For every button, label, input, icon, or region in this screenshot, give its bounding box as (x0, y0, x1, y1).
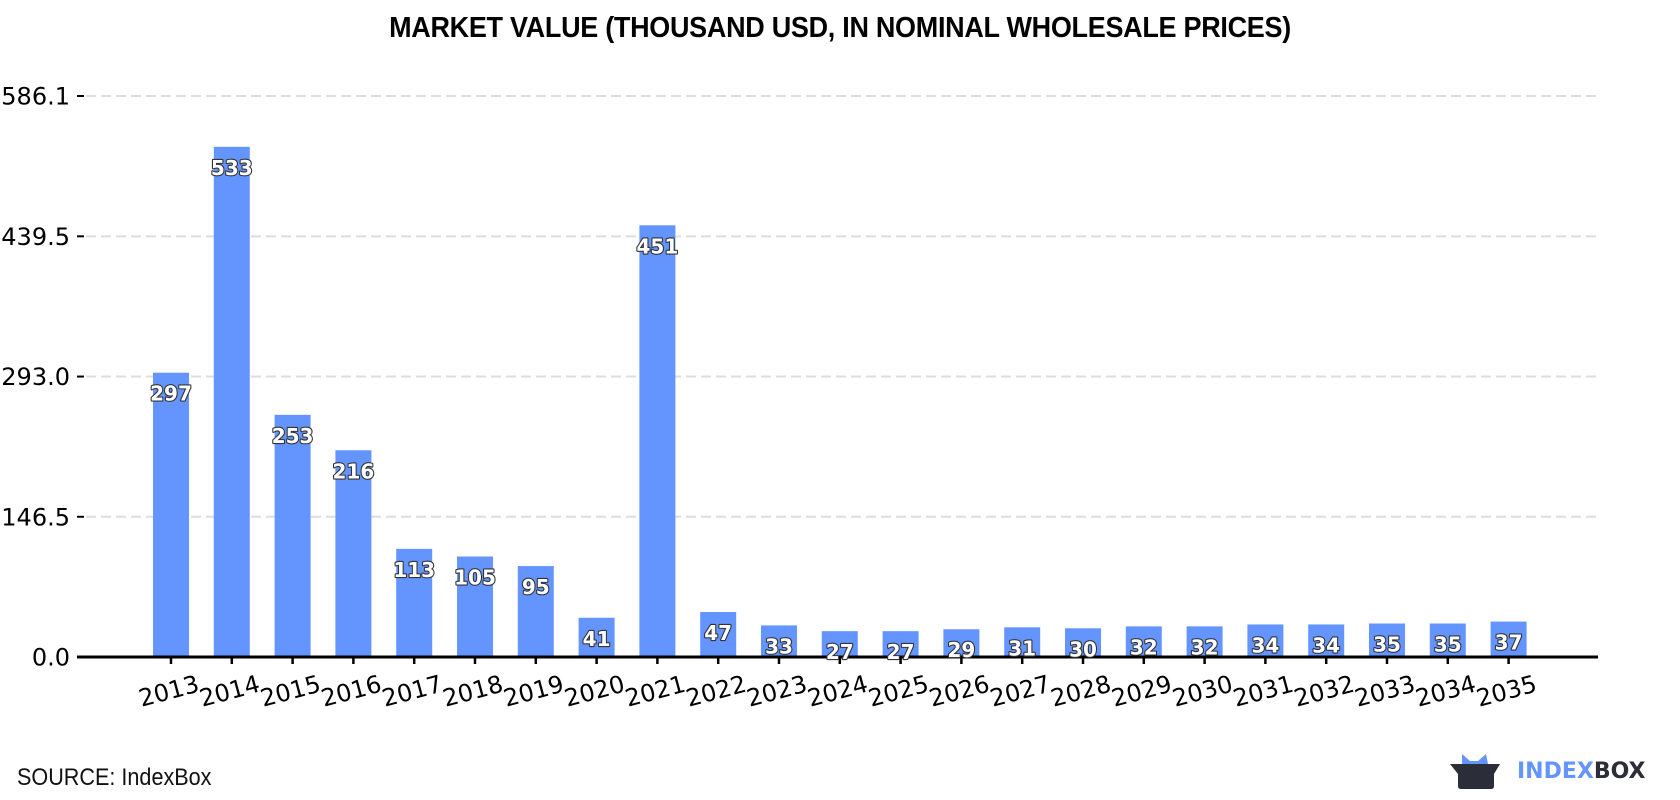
bar-2028 (1065, 628, 1101, 657)
logo-wordmark: INDEXBOX (1517, 759, 1646, 784)
x-tick-label: 2027 (987, 670, 1053, 713)
bars (153, 146, 1527, 658)
bar-2024 (821, 631, 858, 657)
y-tick-label: 439.5 (1, 223, 70, 251)
x-tick-label: 2015 (257, 670, 323, 713)
bar-2020 (578, 617, 615, 657)
chart-title: MARKET VALUE (THOUSAND USD, IN NOMINAL W… (389, 12, 1291, 44)
data-labels: 297 533 253 216 113 105 95 41 451 47 33 27 27 29 31 30 3… (149, 155, 1524, 666)
bar-2035 (1490, 621, 1527, 657)
x-tick-label: 2016 (318, 670, 384, 713)
bar-2034 (1429, 623, 1466, 657)
x-tick-label: 2014 (197, 670, 263, 713)
x-tick-label: 2022 (683, 670, 749, 713)
data-label: 41 (583, 627, 611, 651)
x-tick-label: 2019 (501, 670, 567, 713)
bar-2030 (1186, 626, 1223, 657)
data-label: 32 (1191, 635, 1219, 659)
bar-2033 (1369, 623, 1405, 657)
y-tick-label: 586.1 (1, 83, 70, 111)
data-label: 253 (272, 424, 314, 448)
data-label: 27 (887, 640, 915, 664)
x-tick-label: 2017 (379, 670, 445, 713)
bar-2031 (1247, 624, 1284, 657)
x-tick-label: 2032 (1291, 670, 1357, 713)
y-axis: 0.0 146.5 293.0 439.5 586.1 (1, 83, 84, 672)
x-tick-label: 2026 (926, 670, 992, 713)
x-tick-label: 2021 (622, 670, 688, 713)
bar-2014 (213, 146, 250, 657)
x-tick-label: 2035 (1473, 670, 1539, 713)
data-label: 297 (150, 382, 192, 406)
x-tick-label: 2030 (1169, 670, 1235, 713)
x-tick-label: 2031 (1230, 670, 1296, 713)
y-tick-label: 146.5 (1, 503, 70, 531)
data-label: 47 (704, 621, 732, 645)
data-label: 33 (765, 634, 793, 658)
bar-2032 (1308, 624, 1345, 657)
data-label: 30 (1069, 637, 1097, 661)
x-tick-label: 2033 (1352, 670, 1418, 713)
data-label: 216 (333, 459, 375, 483)
data-label: 35 (1373, 632, 1401, 656)
bar-2015 (274, 414, 311, 657)
source-note: SOURCE: IndexBox (17, 764, 212, 791)
data-label: 31 (1008, 636, 1036, 660)
bar-2019 (517, 566, 554, 657)
x-tick-label: 2028 (1048, 670, 1114, 713)
gridlines (86, 95, 1598, 518)
bar-2022 (700, 612, 737, 657)
bar-2017 (396, 548, 433, 657)
data-label: 32 (1130, 635, 1158, 659)
data-label: 105 (454, 565, 496, 589)
x-tick-label: 2020 (561, 670, 627, 713)
data-label: 27 (826, 640, 854, 664)
bar-2027 (1004, 627, 1041, 657)
x-tick-label: 2034 (1413, 670, 1479, 713)
bar-2018 (457, 556, 493, 657)
x-axis (77, 655, 1598, 664)
bar-2013 (153, 372, 189, 657)
bar-2021 (639, 225, 676, 658)
x-tick-labels: 2013201420152016201720182019202020212022… (136, 670, 1540, 713)
data-label: 35 (1434, 632, 1462, 656)
data-label: 34 (1312, 633, 1340, 657)
x-tick-label: 2018 (440, 670, 506, 713)
bar-2025 (882, 631, 919, 657)
data-label: 34 (1251, 633, 1279, 657)
bar-2016 (335, 450, 372, 657)
data-label: 29 (947, 638, 975, 662)
x-tick-label: 2023 (744, 670, 810, 713)
x-tick-label: 2024 (805, 670, 871, 713)
y-tick-label: 0.0 (32, 644, 70, 672)
x-tick-label: 2029 (1109, 670, 1175, 713)
data-label: 451 (637, 234, 679, 258)
x-tick-label: 2025 (865, 670, 931, 713)
bar-2026 (943, 629, 980, 657)
bar-2023 (761, 625, 797, 657)
bar-2029 (1125, 626, 1162, 657)
data-label: 37 (1495, 631, 1523, 655)
x-tick-label: 2013 (136, 670, 202, 713)
data-label: 95 (522, 575, 550, 599)
y-tick-label: 293.0 (1, 363, 70, 391)
data-label: 533 (211, 156, 253, 180)
box-crown-icon (1450, 754, 1500, 789)
data-label: 113 (393, 558, 435, 582)
indexbox-logo: INDEXBOX (1450, 752, 1660, 792)
